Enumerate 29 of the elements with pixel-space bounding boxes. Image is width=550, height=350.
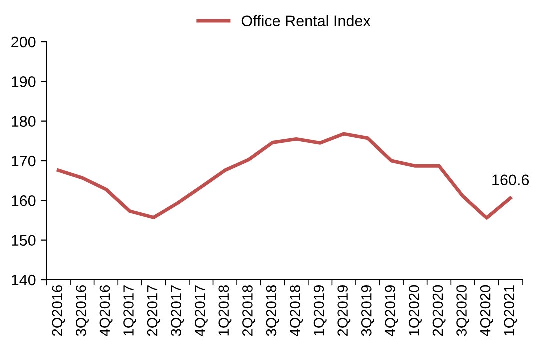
x-tick-label: 2Q2018: [242, 285, 256, 336]
x-tick-label: 2Q2016: [52, 286, 66, 336]
x-tick-label: 3Q2020: [456, 285, 470, 336]
x-tick-label: 4Q2016: [100, 286, 113, 336]
y-tick-label: 160: [12, 196, 36, 206]
x-tick-label: 1Q2019: [314, 286, 327, 336]
legend-label: Office Rental Index: [242, 15, 371, 27]
x-tick-label: 3Q2016: [76, 286, 89, 336]
x-tick-label: 2Q2019: [338, 286, 351, 336]
x-tick-label: 3Q2017: [171, 286, 184, 336]
x-tick-label: 2Q2017: [147, 286, 160, 336]
x-tick-label: 4Q2017: [194, 286, 208, 336]
y-tick-label: 170: [12, 156, 36, 167]
x-tick-label: 3Q2018: [266, 285, 280, 336]
y-tick-label: 180: [12, 116, 36, 128]
x-tick-label: 4Q2020: [480, 285, 494, 336]
x-tick-label: 1Q2017: [124, 286, 137, 336]
x-tick-label: 2Q2020: [432, 285, 446, 336]
x-tick-label: 3Q2019: [361, 286, 374, 336]
x-tick-label: 1Q2018: [218, 285, 232, 336]
x-tick-label: 1Q2020: [409, 285, 422, 336]
y-tick-label: 150: [12, 235, 36, 246]
x-tick-label: 1Q2021: [504, 286, 518, 336]
x-tick-label: 4Q2019: [385, 286, 398, 336]
y-tick-label: 200: [12, 36, 36, 48]
data-label: 160.6: [492, 174, 530, 186]
y-tick-label: 140: [12, 274, 36, 286]
y-tick-label: 190: [12, 76, 36, 88]
x-tick-label: 4Q2018: [290, 285, 304, 336]
